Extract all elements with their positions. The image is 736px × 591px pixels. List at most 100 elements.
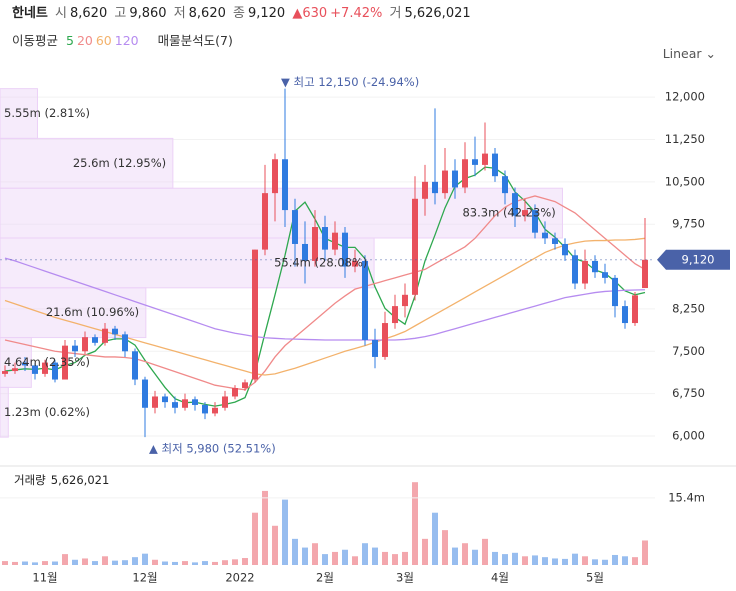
volume-bar xyxy=(272,525,278,565)
volume-bar xyxy=(572,553,578,565)
label: 시 xyxy=(55,6,67,21)
volume-bar xyxy=(102,556,108,565)
change: ▲630 xyxy=(292,6,328,21)
volume-bar xyxy=(452,547,458,565)
candle-body xyxy=(532,210,538,233)
candle-body xyxy=(352,260,358,267)
candle-body xyxy=(392,306,398,324)
volume-bar xyxy=(202,561,208,565)
volume-bar xyxy=(22,561,28,565)
candle-body xyxy=(122,334,128,352)
low-note: ▲ 최저 5,980 (52.51%) xyxy=(149,442,276,456)
candle-body xyxy=(132,351,138,380)
candle-body xyxy=(382,323,388,357)
label: 거 xyxy=(389,6,402,21)
y-tick-label: 9,750 xyxy=(672,217,705,231)
y-tick-label: 10,500 xyxy=(665,174,705,188)
volume-bar xyxy=(492,551,498,565)
candle-body xyxy=(82,337,88,352)
candle-body xyxy=(32,365,38,374)
volume-bar xyxy=(182,561,188,565)
value: 5,626,021 xyxy=(404,6,471,21)
volume-bar xyxy=(122,560,128,565)
volume-bar xyxy=(462,543,468,565)
volume-bar xyxy=(142,553,148,565)
candle-body xyxy=(502,176,508,194)
volume-bar xyxy=(542,557,548,565)
change-pct: +7.42% xyxy=(330,6,383,21)
x-tick-label: 12월 xyxy=(132,571,157,585)
volume-bar xyxy=(362,543,368,565)
volume-bar xyxy=(192,562,198,565)
candle-body xyxy=(562,243,568,256)
label: 저 xyxy=(173,6,186,21)
candle-body xyxy=(192,399,198,405)
y-tick-label: 8,250 xyxy=(672,301,705,315)
volume-bar xyxy=(622,556,628,565)
candle-body xyxy=(212,407,218,414)
candle-body xyxy=(202,404,208,414)
x-tick-label: 5월 xyxy=(586,571,604,585)
volume-bar xyxy=(612,554,618,565)
value: 9,860 xyxy=(129,6,167,21)
volume-bar xyxy=(302,547,308,565)
candle-body xyxy=(432,181,438,194)
ma-title[interactable]: 이동평균 xyxy=(12,33,59,48)
volume-bar xyxy=(512,552,518,565)
candle-body xyxy=(482,153,488,165)
header: 한네트 시 8,620 고 9,860 저 8,620 종 9,120 ▲630 +7.4… xyxy=(12,2,474,21)
legend-entry: 120 xyxy=(114,33,139,48)
ma-legend: 5 20 60 120 xyxy=(66,33,142,48)
candle-body xyxy=(602,272,608,278)
volume-title: 거래량 5,626,021 xyxy=(14,473,109,487)
volume-bar xyxy=(262,490,268,565)
candle-body xyxy=(442,170,448,194)
candle-body xyxy=(62,345,68,380)
candle-body xyxy=(182,399,188,408)
volume-bar xyxy=(232,559,238,565)
label: 종 xyxy=(233,6,245,21)
profile-label: 5.55m (2.81%) xyxy=(4,106,90,120)
profile-bar xyxy=(0,88,38,139)
candle-body xyxy=(172,402,178,408)
volume-bar xyxy=(242,558,248,565)
candle-body xyxy=(102,328,108,343)
volume-bar xyxy=(402,551,408,565)
candle-body xyxy=(72,345,78,352)
profile-bar xyxy=(0,337,32,388)
volume-bar xyxy=(352,556,358,565)
scale-toggle[interactable]: Linear ⌄ xyxy=(662,46,716,61)
y-tick-label: 6,750 xyxy=(672,386,705,400)
candle-body xyxy=(222,396,228,408)
volume-bar xyxy=(172,561,178,565)
volume-bar xyxy=(42,561,48,565)
current-price-label: 9,120 xyxy=(682,252,715,266)
x-tick-label: 2월 xyxy=(316,571,334,585)
scale-label: Linear xyxy=(662,46,702,61)
candle-body xyxy=(52,362,58,380)
volume-bar xyxy=(422,538,428,565)
ma-line xyxy=(4,257,646,341)
volume-value: 5,626,021 xyxy=(51,473,110,487)
x-tick-label: 11월 xyxy=(32,571,57,585)
profile-label: 21.6m (10.96%) xyxy=(46,305,139,319)
volume-bar xyxy=(322,554,328,565)
candle-body xyxy=(522,210,528,216)
volume-bar xyxy=(382,551,388,565)
volume-bar xyxy=(162,561,168,565)
profile-title[interactable]: 매물분석도(7) xyxy=(157,33,233,48)
y-tick-label: 12,000 xyxy=(665,90,705,104)
candle-body xyxy=(22,362,28,366)
volume-bar xyxy=(2,561,8,565)
candle-body xyxy=(462,159,468,188)
volume-tick-label: 15.4m xyxy=(668,490,705,504)
candle-body xyxy=(552,238,558,244)
volume-bar xyxy=(372,547,378,565)
volume-bar xyxy=(282,499,288,565)
candle-body xyxy=(592,260,598,273)
profile-label: 25.6m (12.95%) xyxy=(73,156,166,170)
profile-label: 83.3m (42.23%) xyxy=(462,206,555,220)
volume-bar xyxy=(252,512,258,565)
current-price-tag xyxy=(657,249,730,270)
